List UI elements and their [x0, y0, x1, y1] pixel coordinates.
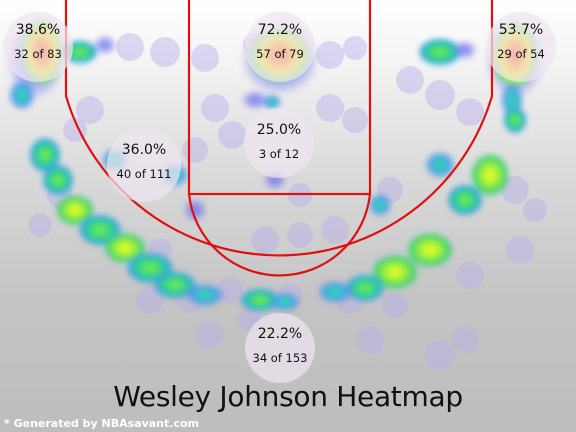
zone-percentage: 72.2% — [257, 22, 303, 38]
three-point-line — [64, 0, 494, 257]
zone-above-break-three: 22.2% 34 of 153 — [245, 313, 315, 383]
zone-paint-non-ra: 25.0% 3 of 12 — [244, 108, 314, 178]
zone-left-mid-range: 36.0% 40 of 111 — [107, 128, 181, 202]
free-throw-circle — [187, 193, 372, 277]
zone-percentage: 25.0% — [256, 122, 302, 138]
zone-made-attempts: 40 of 111 — [116, 167, 172, 181]
court-lines — [64, 0, 494, 277]
zone-percentage: 22.2% — [257, 326, 303, 342]
zone-made-attempts: 29 of 54 — [497, 47, 545, 61]
zone-percentage: 36.0% — [121, 142, 167, 158]
zone-percentage: 38.6% — [15, 22, 61, 38]
zone-percentage: 53.7% — [498, 22, 544, 38]
zone-made-attempts: 34 of 153 — [252, 351, 308, 365]
zone-made-attempts: 57 of 79 — [256, 47, 304, 61]
paint-lane — [187, 0, 372, 196]
credit-text: * Generated by NBAsavant.com — [4, 417, 199, 430]
zone-left-corner-three: 38.6% 32 of 83 — [3, 12, 73, 82]
zone-restricted-area: 72.2% 57 of 79 — [245, 12, 315, 82]
zone-made-attempts: 3 of 12 — [258, 147, 300, 161]
heatmap-title: Wesley Johnson Heatmap — [113, 380, 463, 413]
zone-right-corner-three: 53.7% 29 of 54 — [486, 12, 556, 82]
zone-made-attempts: 32 of 83 — [14, 47, 62, 61]
